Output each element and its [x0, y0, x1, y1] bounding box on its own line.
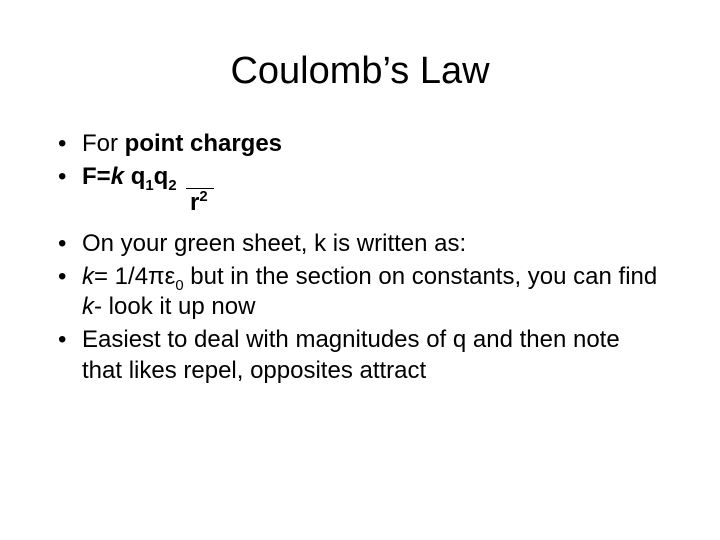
- k-pi-eps: πε: [148, 263, 175, 290]
- slide-title: Coulomb’s Law: [56, 50, 664, 93]
- k-mid-text: but in the section on constants, you can…: [184, 263, 658, 290]
- k-sub0: 0: [175, 278, 183, 294]
- formula-sub2: 2: [168, 178, 176, 194]
- bullet-easiest: Easiest to deal with magnitudes of q and…: [56, 325, 664, 386]
- formula-F-equals: F=: [82, 163, 111, 190]
- k-italic-2: k: [82, 293, 94, 320]
- denom-r: r: [190, 189, 199, 216]
- formula-denominator-row: r2: [56, 194, 664, 217]
- bullet-list-1: For point charges F=k q1q2: [56, 129, 664, 192]
- formula-q2: q: [154, 163, 169, 190]
- bullet-list-2: On your green sheet, k is written as: k=…: [56, 229, 664, 387]
- bullet-green-sheet: On your green sheet, k is written as:: [56, 229, 664, 260]
- k-italic-1: k: [82, 263, 94, 290]
- slide: Coulomb’s Law For point charges F=k q1q2…: [0, 0, 720, 540]
- bullet-k-definition: k= 1/4πε0 but in the section on constant…: [56, 262, 664, 323]
- k-tail-text: - look it up now: [94, 293, 255, 320]
- text-point-charges: point charges: [125, 130, 282, 157]
- text-for: For: [82, 130, 125, 157]
- bullet-point-charges: For point charges: [56, 129, 664, 160]
- formula-k: k: [111, 163, 124, 190]
- bullet-formula: F=k q1q2: [56, 162, 664, 193]
- k-eq-1-4: = 1/4: [94, 263, 148, 290]
- formula-q1: q: [131, 163, 146, 190]
- formula-space: [124, 163, 131, 190]
- formula-sub1: 1: [145, 178, 153, 194]
- formula-denominator: r2: [186, 188, 214, 217]
